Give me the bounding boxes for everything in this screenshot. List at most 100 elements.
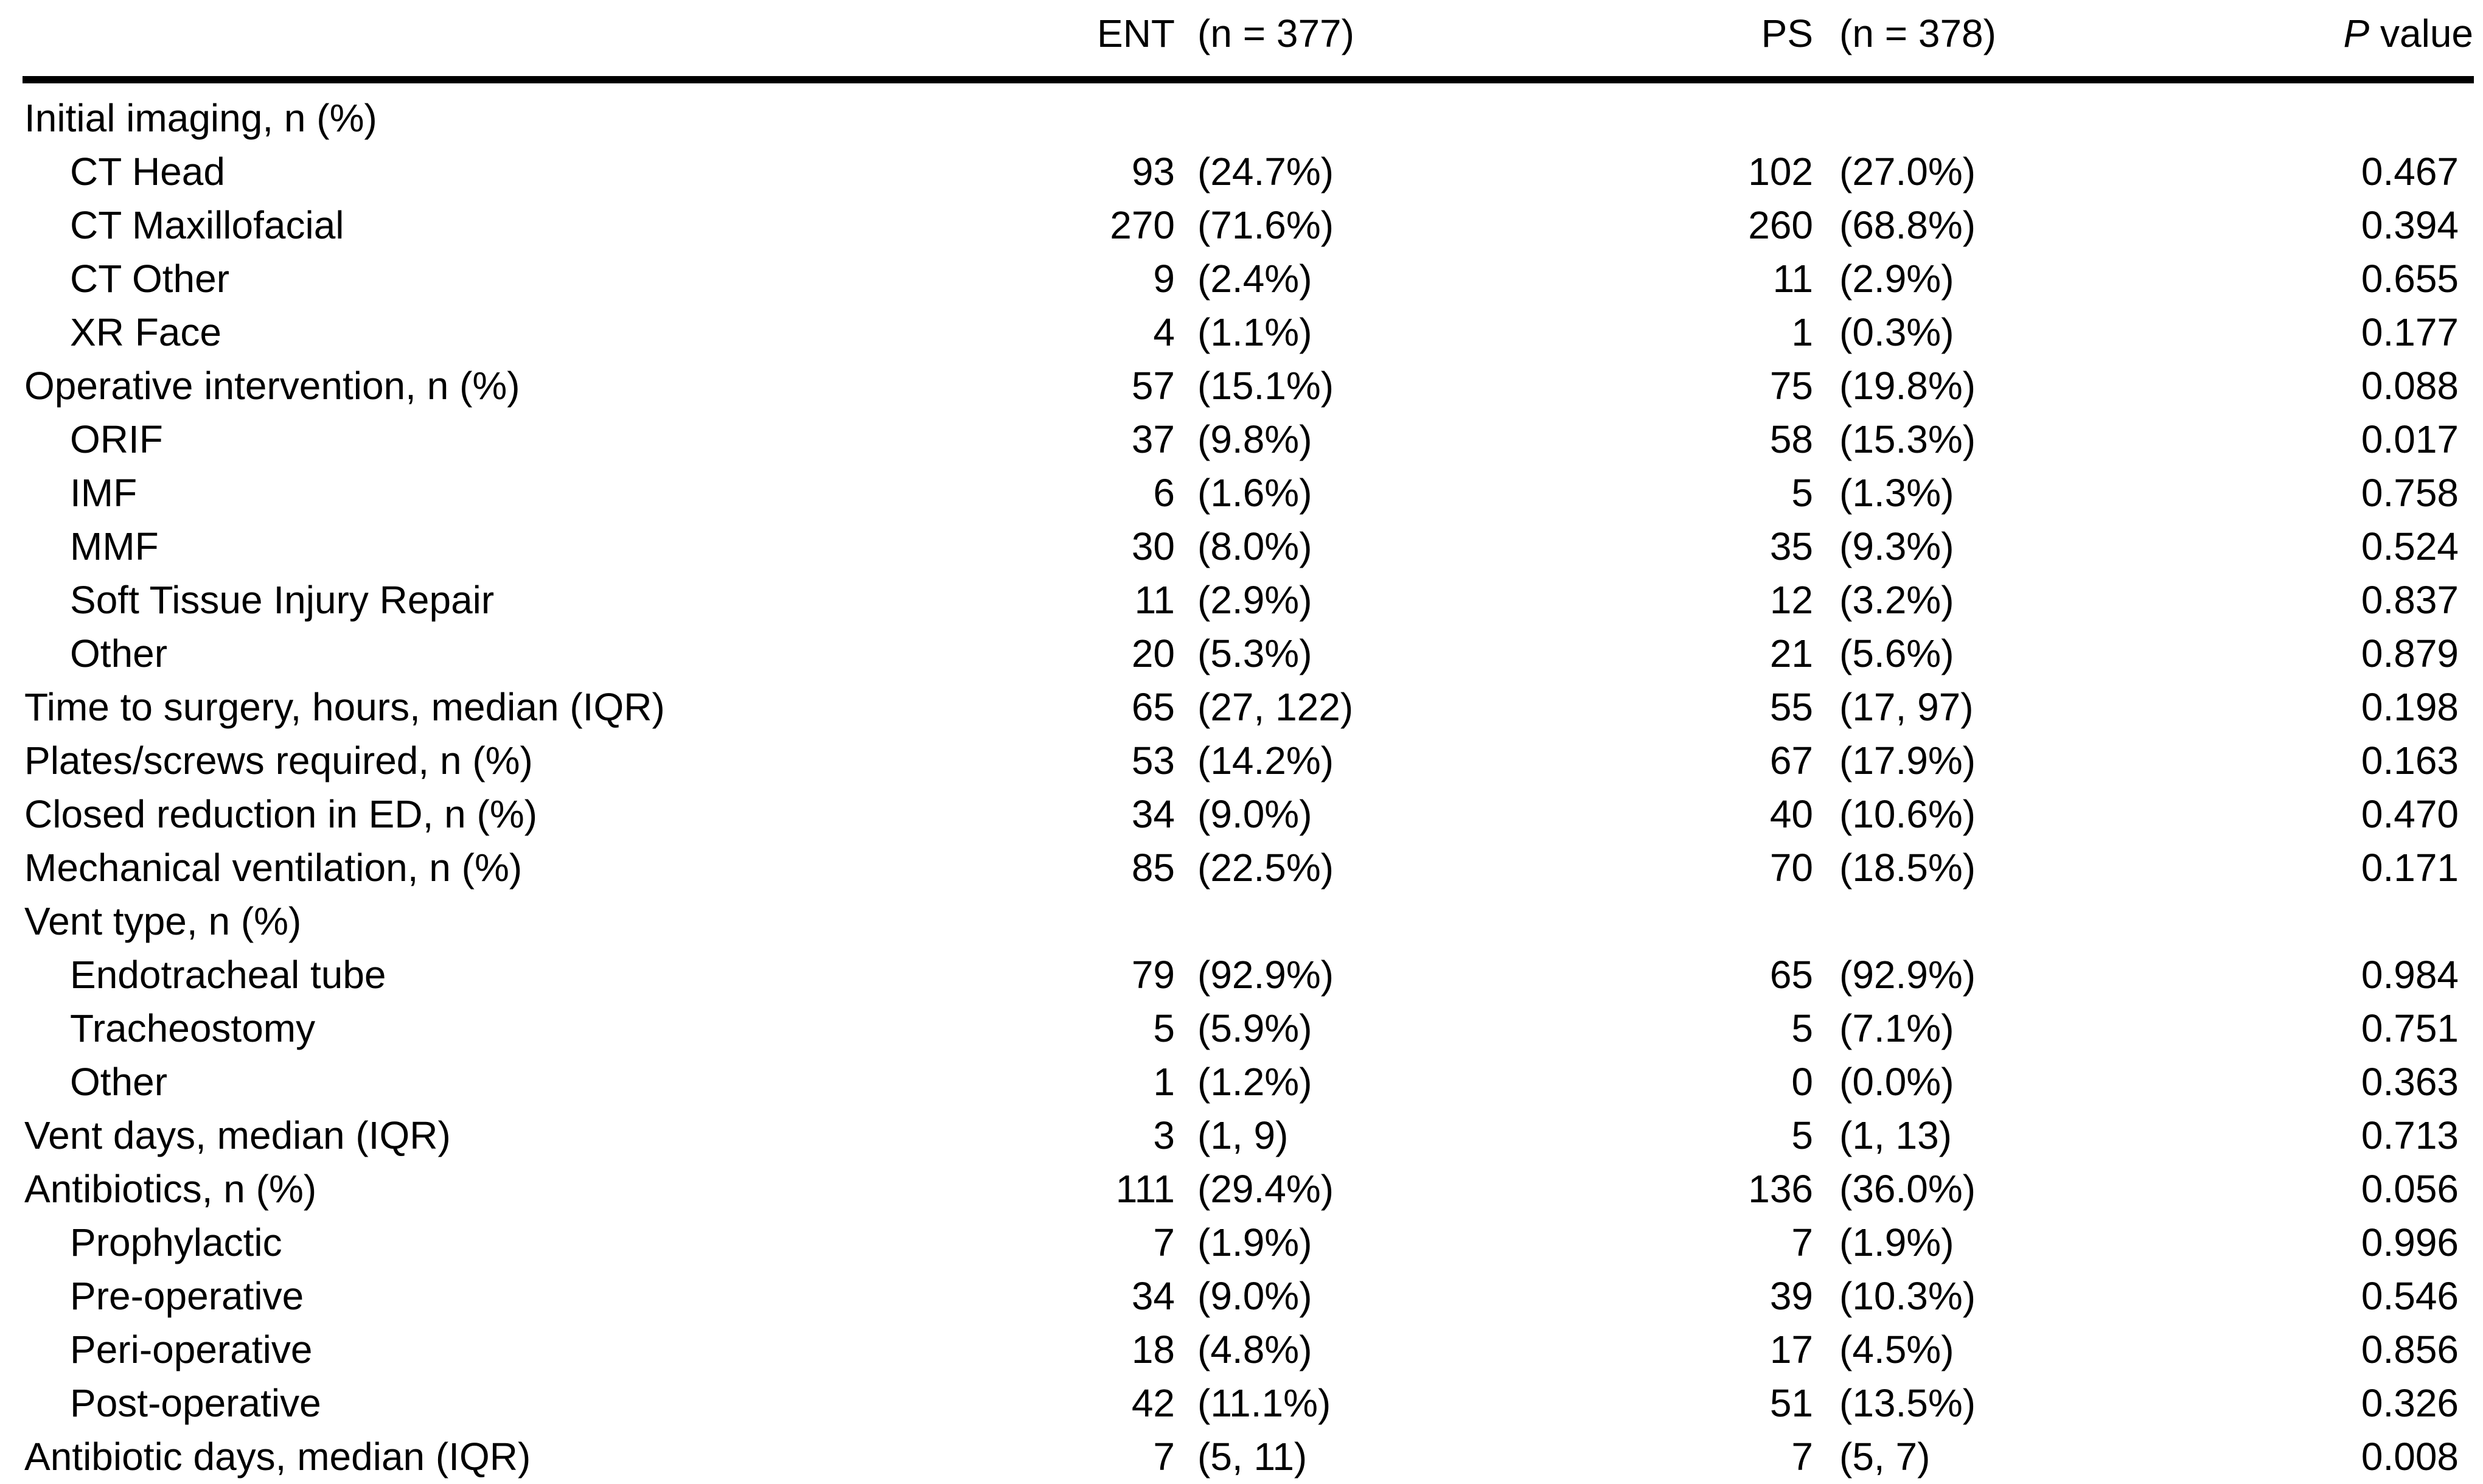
ent-paren: (11.1%)	[1197, 1381, 1331, 1425]
ent-count: 20	[1131, 632, 1175, 675]
row-label: IMF	[70, 471, 138, 515]
ps-paren: (13.5%)	[1839, 1381, 1976, 1425]
table-row: Other 1 (1.2%) 0 (0.0%) 0.363	[0, 1055, 2483, 1109]
ent-count: 85	[1131, 846, 1175, 890]
ps-paren: (18.5%)	[1839, 846, 1976, 890]
ps-paren: (5, 7)	[1839, 1435, 1931, 1479]
ent-count: 1	[1153, 1060, 1175, 1104]
ent-paren: (1.1%)	[1197, 310, 1312, 354]
ent-paren: (27, 122)	[1197, 685, 1354, 729]
ps-paren: (0.0%)	[1839, 1060, 1954, 1104]
ent-paren: (1.6%)	[1197, 471, 1312, 515]
row-label: Time to surgery, hours, median (IQR)	[24, 685, 665, 729]
p-value: 0.996	[2361, 1221, 2459, 1264]
ps-paren: (68.8%)	[1839, 203, 1976, 247]
ps-count: 7	[1791, 1221, 1813, 1264]
ps-count: 7	[1791, 1435, 1813, 1479]
row-label: Other	[70, 1060, 168, 1104]
p-value: 0.856	[2361, 1328, 2459, 1371]
ps-paren: (36.0%)	[1839, 1167, 1976, 1211]
table-row: Prophylactic 7 (1.9%) 7 (1.9%) 0.996	[0, 1216, 2483, 1269]
table-row: Post-operative 42 (11.1%) 51 (13.5%) 0.3…	[0, 1376, 2483, 1430]
p-value: 0.984	[2361, 953, 2459, 997]
table-row: Other 20 (5.3%) 21 (5.6%) 0.879	[0, 627, 2483, 680]
ps-count: 11	[1772, 257, 1813, 301]
ps-paren: (0.3%)	[1839, 310, 1954, 354]
ps-paren: (1.3%)	[1839, 471, 1954, 515]
ent-count: 37	[1131, 417, 1175, 461]
table-body: Initial imaging, n (%) CT Head 93 (24.7%…	[0, 91, 2483, 1483]
table-row: Peri-operative 18 (4.8%) 17 (4.5%) 0.856	[0, 1323, 2483, 1376]
ent-count: 270	[1110, 203, 1175, 247]
row-label: Mechanical ventilation, n (%)	[24, 846, 523, 890]
ps-count: 75	[1769, 364, 1813, 408]
ent-count: 7	[1153, 1435, 1175, 1479]
table-row: Time to surgery, hours, median (IQR) 65 …	[0, 680, 2483, 734]
ent-paren: (71.6%)	[1197, 203, 1334, 247]
ps-count: 5	[1791, 1113, 1813, 1157]
p-value: 0.655	[2361, 257, 2459, 301]
ps-count: 1	[1791, 310, 1813, 354]
p-value: 0.177	[2361, 310, 2459, 354]
ent-count: 6	[1153, 471, 1175, 515]
row-label: Vent days, median (IQR)	[24, 1113, 451, 1157]
ent-paren: (9.0%)	[1197, 1274, 1312, 1318]
ent-paren: (29.4%)	[1197, 1167, 1334, 1211]
ent-count: 111	[1115, 1167, 1175, 1211]
ent-paren: (2.9%)	[1197, 578, 1312, 622]
ent-count: 65	[1131, 685, 1175, 729]
ent-paren: (5, 11)	[1197, 1435, 1308, 1479]
p-value: 0.524	[2361, 524, 2459, 568]
col-header-pvalue: P value	[2230, 0, 2473, 67]
col-header-ps-n: (n = 378)	[1839, 12, 1996, 55]
ent-paren: (22.5%)	[1197, 846, 1334, 890]
ent-count: 18	[1131, 1328, 1175, 1371]
ps-count: 102	[1748, 150, 1813, 193]
ent-count: 53	[1131, 739, 1175, 782]
ent-paren: (5.3%)	[1197, 632, 1312, 675]
ent-count: 11	[1134, 578, 1175, 622]
ent-count: 42	[1131, 1381, 1175, 1425]
ent-paren: (92.9%)	[1197, 953, 1334, 997]
ent-count: 30	[1131, 524, 1175, 568]
ent-paren: (1, 9)	[1197, 1113, 1289, 1157]
ent-paren: (14.2%)	[1197, 739, 1334, 782]
table-row: IMF 6 (1.6%) 5 (1.3%) 0.758	[0, 466, 2483, 520]
p-value: 0.326	[2361, 1381, 2459, 1425]
row-label: Soft Tissue Injury Repair	[70, 578, 495, 622]
table-row: Initial imaging, n (%)	[0, 91, 2483, 145]
table-header: ENT (n = 377) PS (n = 378) P value	[0, 0, 2483, 76]
row-label: CT Other	[70, 257, 229, 301]
table-row: Mechanical ventilation, n (%) 85 (22.5%)…	[0, 841, 2483, 894]
p-value: 0.751	[2361, 1006, 2459, 1050]
p-value: 0.363	[2361, 1060, 2459, 1104]
row-label: CT Head	[70, 150, 225, 193]
ps-count: 35	[1769, 524, 1813, 568]
ps-count: 5	[1791, 471, 1813, 515]
row-label: Prophylactic	[70, 1221, 282, 1264]
ent-paren: (15.1%)	[1197, 364, 1334, 408]
p-value: 0.546	[2361, 1274, 2459, 1318]
ent-paren: (5.9%)	[1197, 1006, 1312, 1050]
ent-count: 57	[1131, 364, 1175, 408]
table-row: CT Maxillofacial 270 (71.6%) 260 (68.8%)…	[0, 198, 2483, 252]
table-row: CT Other 9 (2.4%) 11 (2.9%) 0.655	[0, 252, 2483, 305]
col-header-ent-abbr: ENT	[1097, 12, 1175, 55]
ent-paren: (9.8%)	[1197, 417, 1312, 461]
p-value: 0.713	[2361, 1113, 2459, 1157]
p-value: 0.171	[2361, 846, 2459, 890]
ent-count: 34	[1131, 792, 1175, 836]
ps-paren: (1, 13)	[1839, 1113, 1952, 1157]
p-value: 0.017	[2361, 417, 2459, 461]
table-row: Pre-operative 34 (9.0%) 39 (10.3%) 0.546	[0, 1269, 2483, 1323]
ps-count: 65	[1769, 953, 1813, 997]
row-label: Other	[70, 632, 168, 675]
table-row: Vent type, n (%)	[0, 894, 2483, 948]
ps-count: 67	[1769, 739, 1813, 782]
row-label: Endotracheal tube	[70, 953, 386, 997]
table-row: XR Face 4 (1.1%) 1 (0.3%) 0.177	[0, 305, 2483, 359]
table-row: Antibiotics, n (%) 111 (29.4%) 136 (36.0…	[0, 1162, 2483, 1216]
p-value: 0.394	[2361, 203, 2459, 247]
row-label: Tracheostomy	[70, 1006, 316, 1050]
ps-paren: (2.9%)	[1839, 257, 1954, 301]
